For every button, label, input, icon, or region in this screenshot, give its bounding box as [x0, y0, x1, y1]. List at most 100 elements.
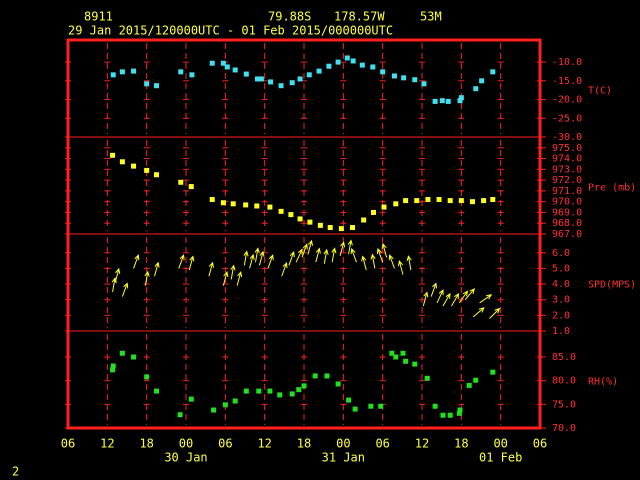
- data-point: [144, 81, 150, 87]
- x-tick-label: 12: [257, 437, 271, 451]
- data-point: [490, 69, 496, 75]
- wind-arrow: [442, 292, 451, 307]
- data-point: [154, 388, 159, 394]
- data-point: [288, 212, 294, 218]
- data-point: [346, 397, 352, 403]
- data-point: [278, 83, 284, 89]
- data-point: [110, 363, 116, 369]
- data-point: [350, 58, 356, 64]
- data-point: [258, 76, 264, 82]
- y-tick-label: 85.0: [552, 352, 576, 363]
- data-point: [473, 86, 479, 92]
- wind-arrow: [350, 247, 357, 263]
- wind-arrow: [178, 254, 185, 269]
- y-tick-label: -15.0: [552, 76, 582, 87]
- data-point: [230, 201, 236, 207]
- x-tick-label: 00: [493, 437, 507, 451]
- data-point: [209, 60, 215, 66]
- wind-arrow: [436, 289, 444, 304]
- wind-arrow: [422, 291, 429, 307]
- data-point: [466, 382, 472, 388]
- x-tick-label: 06: [218, 437, 232, 451]
- data-point: [297, 216, 303, 222]
- x-tick-label: 12: [100, 437, 114, 451]
- data-point: [301, 383, 307, 389]
- wind-arrow: [323, 248, 329, 264]
- data-point: [440, 412, 446, 418]
- data-point: [307, 219, 313, 225]
- data-point: [380, 69, 386, 75]
- y-tick-label: 974.0: [552, 154, 582, 165]
- y-tick-label: 973.0: [552, 164, 582, 175]
- data-point: [481, 198, 487, 204]
- station-id: 8911: [84, 10, 113, 24]
- data-point: [222, 402, 228, 408]
- wind-arrow: [208, 261, 214, 277]
- data-point: [403, 358, 409, 364]
- y-tick-label: 75.0: [552, 399, 576, 410]
- data-point: [414, 198, 420, 204]
- data-point: [391, 73, 397, 79]
- data-point: [119, 69, 125, 75]
- period: 29 Jan 2015/120000UTC - 01 Feb 2015/0000…: [68, 24, 393, 38]
- data-point: [424, 375, 430, 381]
- data-point: [254, 203, 260, 209]
- data-point: [189, 72, 195, 78]
- data-point: [370, 64, 376, 70]
- wind-arrow: [121, 282, 129, 297]
- wind-arrow: [258, 250, 265, 266]
- wind-arrow: [464, 288, 476, 301]
- wind-arrow: [479, 294, 493, 304]
- wind-arrow: [249, 253, 255, 269]
- wind-arrow: [430, 282, 437, 297]
- data-point: [432, 403, 438, 409]
- data-point: [370, 209, 376, 215]
- wind-arrow: [301, 243, 308, 258]
- data-point: [335, 59, 341, 65]
- data-point: [131, 163, 137, 169]
- data-point: [445, 98, 451, 104]
- data-point: [352, 406, 358, 412]
- footer-number: 2: [12, 465, 19, 479]
- wind-arrow: [267, 254, 274, 269]
- data-point: [393, 354, 399, 360]
- data-point: [457, 407, 463, 413]
- data-point: [224, 64, 230, 70]
- wind-arrow: [243, 250, 249, 266]
- y-tick-label: 1.0: [552, 326, 570, 337]
- x-day-label: 31 Jan: [322, 451, 365, 465]
- y-tick-label: 2.0: [552, 310, 570, 321]
- y-tick-label: -25.0: [552, 113, 582, 124]
- wind-arrow: [331, 247, 337, 263]
- data-point: [436, 197, 442, 203]
- data-point: [220, 60, 226, 66]
- wind-arrow: [381, 242, 388, 258]
- x-tick-label: 00: [336, 437, 350, 451]
- wind-arrow: [458, 290, 469, 304]
- wind-arrow: [144, 270, 150, 286]
- data-point: [243, 388, 249, 394]
- data-point: [458, 95, 464, 101]
- wind-arrow: [451, 292, 460, 307]
- data-point: [469, 199, 475, 205]
- y-tick-label: 5.0: [552, 263, 570, 274]
- data-point: [119, 159, 125, 165]
- wind-arrow: [361, 255, 367, 271]
- wind-arrow: [489, 307, 501, 319]
- wind-arrow: [472, 307, 485, 318]
- y-tick-label: 80.0: [552, 376, 576, 387]
- data-point: [277, 392, 283, 398]
- data-point: [368, 403, 374, 409]
- data-point: [144, 374, 150, 380]
- data-point: [447, 198, 453, 204]
- data-point: [220, 200, 226, 206]
- x-tick-label: 06: [533, 437, 547, 451]
- x-tick-label: 18: [454, 437, 468, 451]
- data-point: [154, 83, 159, 89]
- data-point: [479, 78, 485, 84]
- y-axis-label: Pre (mb): [588, 182, 636, 193]
- data-point: [338, 226, 344, 232]
- y-tick-label: 3.0: [552, 295, 570, 306]
- data-point: [389, 350, 395, 356]
- longitude: 178.57W: [334, 10, 385, 24]
